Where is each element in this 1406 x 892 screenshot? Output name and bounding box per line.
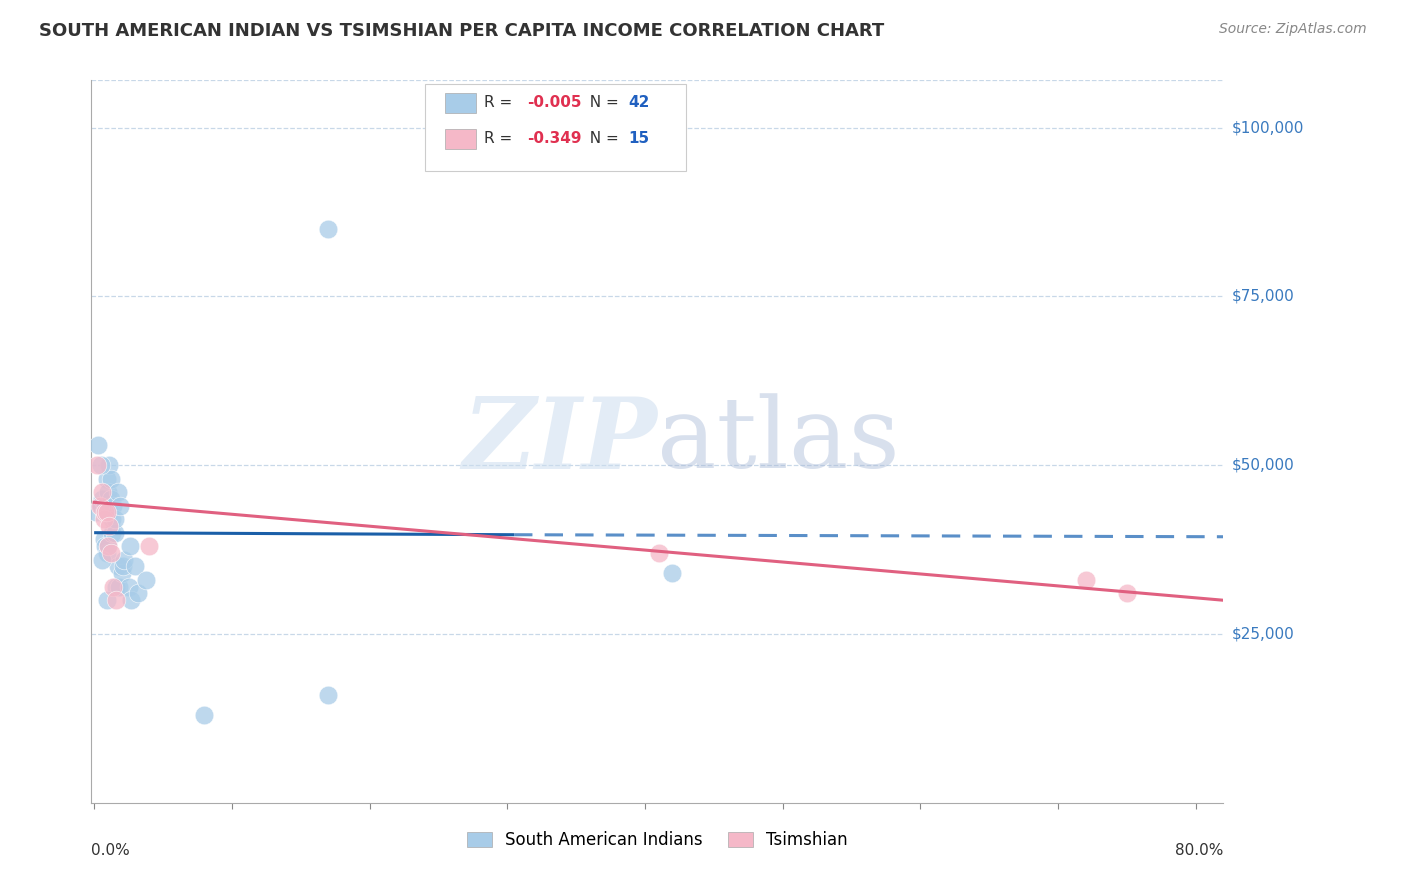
FancyBboxPatch shape: [444, 93, 477, 112]
Text: $100,000: $100,000: [1232, 120, 1303, 135]
Point: [101, 512, 124, 526]
Point: [135, 573, 157, 587]
Point: [111, 566, 134, 581]
Point: [100, 472, 122, 486]
Point: [97, 539, 120, 553]
Point: [1074, 573, 1097, 587]
Point: [96, 593, 118, 607]
Text: $50,000: $50,000: [1232, 458, 1295, 473]
Point: [91, 552, 114, 566]
Point: [117, 580, 139, 594]
Point: [661, 566, 683, 581]
Point: [107, 485, 129, 500]
Point: [89, 499, 111, 513]
Point: [110, 499, 132, 513]
Point: [93, 533, 115, 547]
Point: [96, 472, 118, 486]
Point: [93, 512, 115, 526]
Point: [193, 708, 215, 723]
Point: [107, 559, 129, 574]
Point: [90, 499, 112, 513]
Point: [91, 485, 114, 500]
Point: [105, 580, 128, 594]
Text: Source: ZipAtlas.com: Source: ZipAtlas.com: [1219, 22, 1367, 37]
Text: R =: R =: [484, 131, 517, 146]
Text: $25,000: $25,000: [1232, 626, 1295, 641]
Point: [104, 525, 127, 540]
Point: [100, 491, 122, 506]
Point: [96, 505, 118, 519]
Point: [97, 539, 120, 553]
Point: [105, 593, 128, 607]
Point: [316, 688, 339, 702]
Point: [316, 222, 339, 236]
Point: [127, 586, 149, 600]
Text: 0.0%: 0.0%: [91, 843, 131, 857]
FancyBboxPatch shape: [425, 84, 686, 170]
Point: [100, 546, 122, 560]
Text: SOUTH AMERICAN INDIAN VS TSIMSHIAN PER CAPITA INCOME CORRELATION CHART: SOUTH AMERICAN INDIAN VS TSIMSHIAN PER C…: [39, 22, 884, 40]
Point: [86, 458, 108, 472]
Point: [103, 499, 125, 513]
Point: [90, 458, 112, 472]
Point: [94, 539, 117, 553]
Point: [91, 491, 114, 506]
Point: [98, 505, 121, 519]
FancyBboxPatch shape: [444, 128, 477, 149]
Point: [647, 546, 669, 560]
Text: ZIP: ZIP: [463, 393, 657, 490]
Point: [104, 512, 127, 526]
Point: [84, 505, 107, 519]
Point: [103, 580, 125, 594]
Legend: South American Indians, Tsimshian: South American Indians, Tsimshian: [460, 824, 855, 856]
Text: N =: N =: [581, 95, 624, 111]
Text: 15: 15: [628, 131, 650, 146]
Point: [114, 552, 136, 566]
Point: [120, 593, 142, 607]
Point: [87, 438, 110, 452]
Text: N =: N =: [581, 131, 624, 146]
Text: 80.0%: 80.0%: [1175, 843, 1223, 857]
Text: atlas: atlas: [657, 393, 900, 490]
Text: -0.005: -0.005: [527, 95, 582, 111]
Point: [1115, 586, 1137, 600]
Point: [101, 525, 124, 540]
Point: [108, 580, 131, 594]
Point: [98, 458, 121, 472]
Point: [124, 559, 146, 574]
Point: [96, 546, 118, 560]
Point: [118, 539, 141, 553]
Text: 42: 42: [628, 95, 650, 111]
Point: [112, 559, 135, 574]
Text: -0.349: -0.349: [527, 131, 582, 146]
Text: $75,000: $75,000: [1232, 289, 1295, 304]
Point: [98, 519, 121, 533]
Point: [93, 505, 115, 519]
Point: [97, 485, 120, 500]
Point: [138, 539, 160, 553]
Text: R =: R =: [484, 95, 517, 111]
Point: [94, 505, 117, 519]
Point: [94, 499, 117, 513]
